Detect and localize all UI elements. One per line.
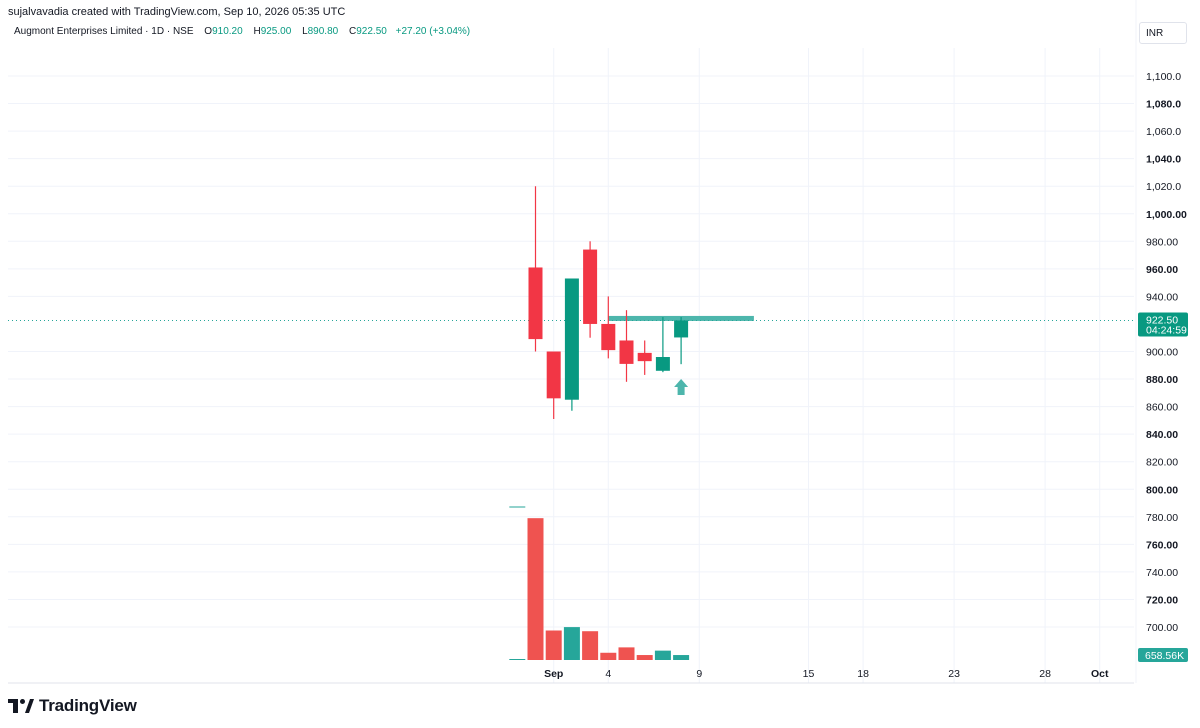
price-tick-label: 1,000.00 (1146, 209, 1187, 221)
volume-bar (563, 627, 580, 660)
tradingview-brand: TradingView (8, 696, 137, 716)
volume-value: 658.56K (1145, 650, 1184, 662)
candle-body (583, 249, 598, 324)
price-tick-label: 880.00 (1146, 374, 1178, 386)
volume-bar (636, 655, 653, 660)
price-tick-label: 1,080.0 (1146, 99, 1181, 111)
time-tick-label: 18 (857, 668, 869, 680)
last-price-badge (1138, 312, 1188, 337)
currency-button[interactable]: INR (1139, 22, 1187, 44)
open-value: 910.20 (212, 26, 243, 37)
time-tick-label: Sep (544, 668, 563, 680)
chart-attribution: sujalvavadia created with TradingView.co… (8, 6, 346, 18)
price-tick-label: 840.00 (1146, 429, 1178, 441)
candle-body (546, 351, 561, 399)
candle-body (674, 320, 689, 338)
price-tick-label: 860.00 (1146, 402, 1178, 414)
price-tick-label: 820.00 (1146, 457, 1178, 469)
price-tick-label: 700.00 (1146, 622, 1178, 634)
countdown-value: 04:24:59 (1146, 325, 1187, 337)
price-tick-label: 1,020.0 (1146, 181, 1181, 193)
price-tick-label: 1,060.0 (1146, 126, 1181, 138)
candle-body (528, 267, 543, 340)
up-arrow-icon (674, 379, 689, 395)
price-tick-label: 780.00 (1146, 512, 1178, 524)
price-axis-labels: 1,100.0 1,080.0 1,060.0 1,040.0 1,020.0 1,000… (1146, 71, 1187, 634)
price-tick-label: 740.00 (1146, 567, 1178, 579)
price-tick-label: 800.00 (1146, 484, 1178, 496)
volume-bar (509, 659, 526, 660)
time-tick-label: 15 (803, 668, 815, 680)
volume-bar (673, 655, 690, 660)
candle-body (619, 340, 634, 364)
candle-body (601, 323, 616, 351)
volume-bar (600, 652, 617, 660)
volume-bars (509, 518, 690, 660)
price-tick-label: 980.00 (1146, 236, 1178, 248)
close-label: C (349, 26, 357, 37)
volume-bar (654, 650, 671, 660)
volume-badge (1138, 648, 1188, 662)
high-label: H (253, 26, 261, 37)
volume-bar (545, 630, 562, 660)
time-tick-label: Oct (1091, 668, 1109, 680)
symbol-legend: Augmont Enterprises Limited · 1D · NSE O… (14, 26, 470, 37)
grid-lines (8, 48, 1134, 683)
price-tick-label: 1,040.0 (1146, 154, 1181, 166)
price-tick-label: 760.00 (1146, 539, 1178, 551)
volume-bar (618, 647, 635, 660)
candle-body (655, 357, 670, 371)
time-tick-label: 23 (948, 668, 960, 680)
price-tick-label: 720.00 (1146, 594, 1178, 606)
candle-body (637, 352, 652, 362)
low-label: L (302, 26, 308, 37)
time-tick-label: 28 (1039, 668, 1051, 680)
brand-name: TradingView (39, 696, 137, 715)
change-value: +27.20 (+3.04%) (395, 26, 471, 37)
last-price-value: 922.50 (1146, 315, 1178, 327)
volume-bar (582, 631, 599, 660)
price-tick-label: 1,100.0 (1146, 71, 1181, 83)
time-tick-label: 4 (605, 668, 611, 680)
volume-bar (527, 518, 544, 660)
low-value: 890.80 (307, 26, 339, 37)
time-axis-labels: Sep4915182328Oct71215 (544, 668, 1109, 680)
open-label: O (204, 26, 213, 37)
candles (528, 186, 689, 419)
candle-body (564, 278, 579, 400)
price-tick-label: 960.00 (1146, 264, 1178, 276)
symbol-title[interactable]: Augmont Enterprises Limited · 1D · NSE (14, 26, 194, 37)
price-tick-label: 940.00 (1146, 291, 1178, 303)
high-value: 925.00 (260, 26, 292, 37)
tradingview-logo-icon (8, 699, 34, 713)
price-tick-label: 900.00 (1146, 347, 1178, 359)
time-tick-label: 9 (696, 668, 702, 680)
close-value: 922.50 (356, 26, 387, 37)
